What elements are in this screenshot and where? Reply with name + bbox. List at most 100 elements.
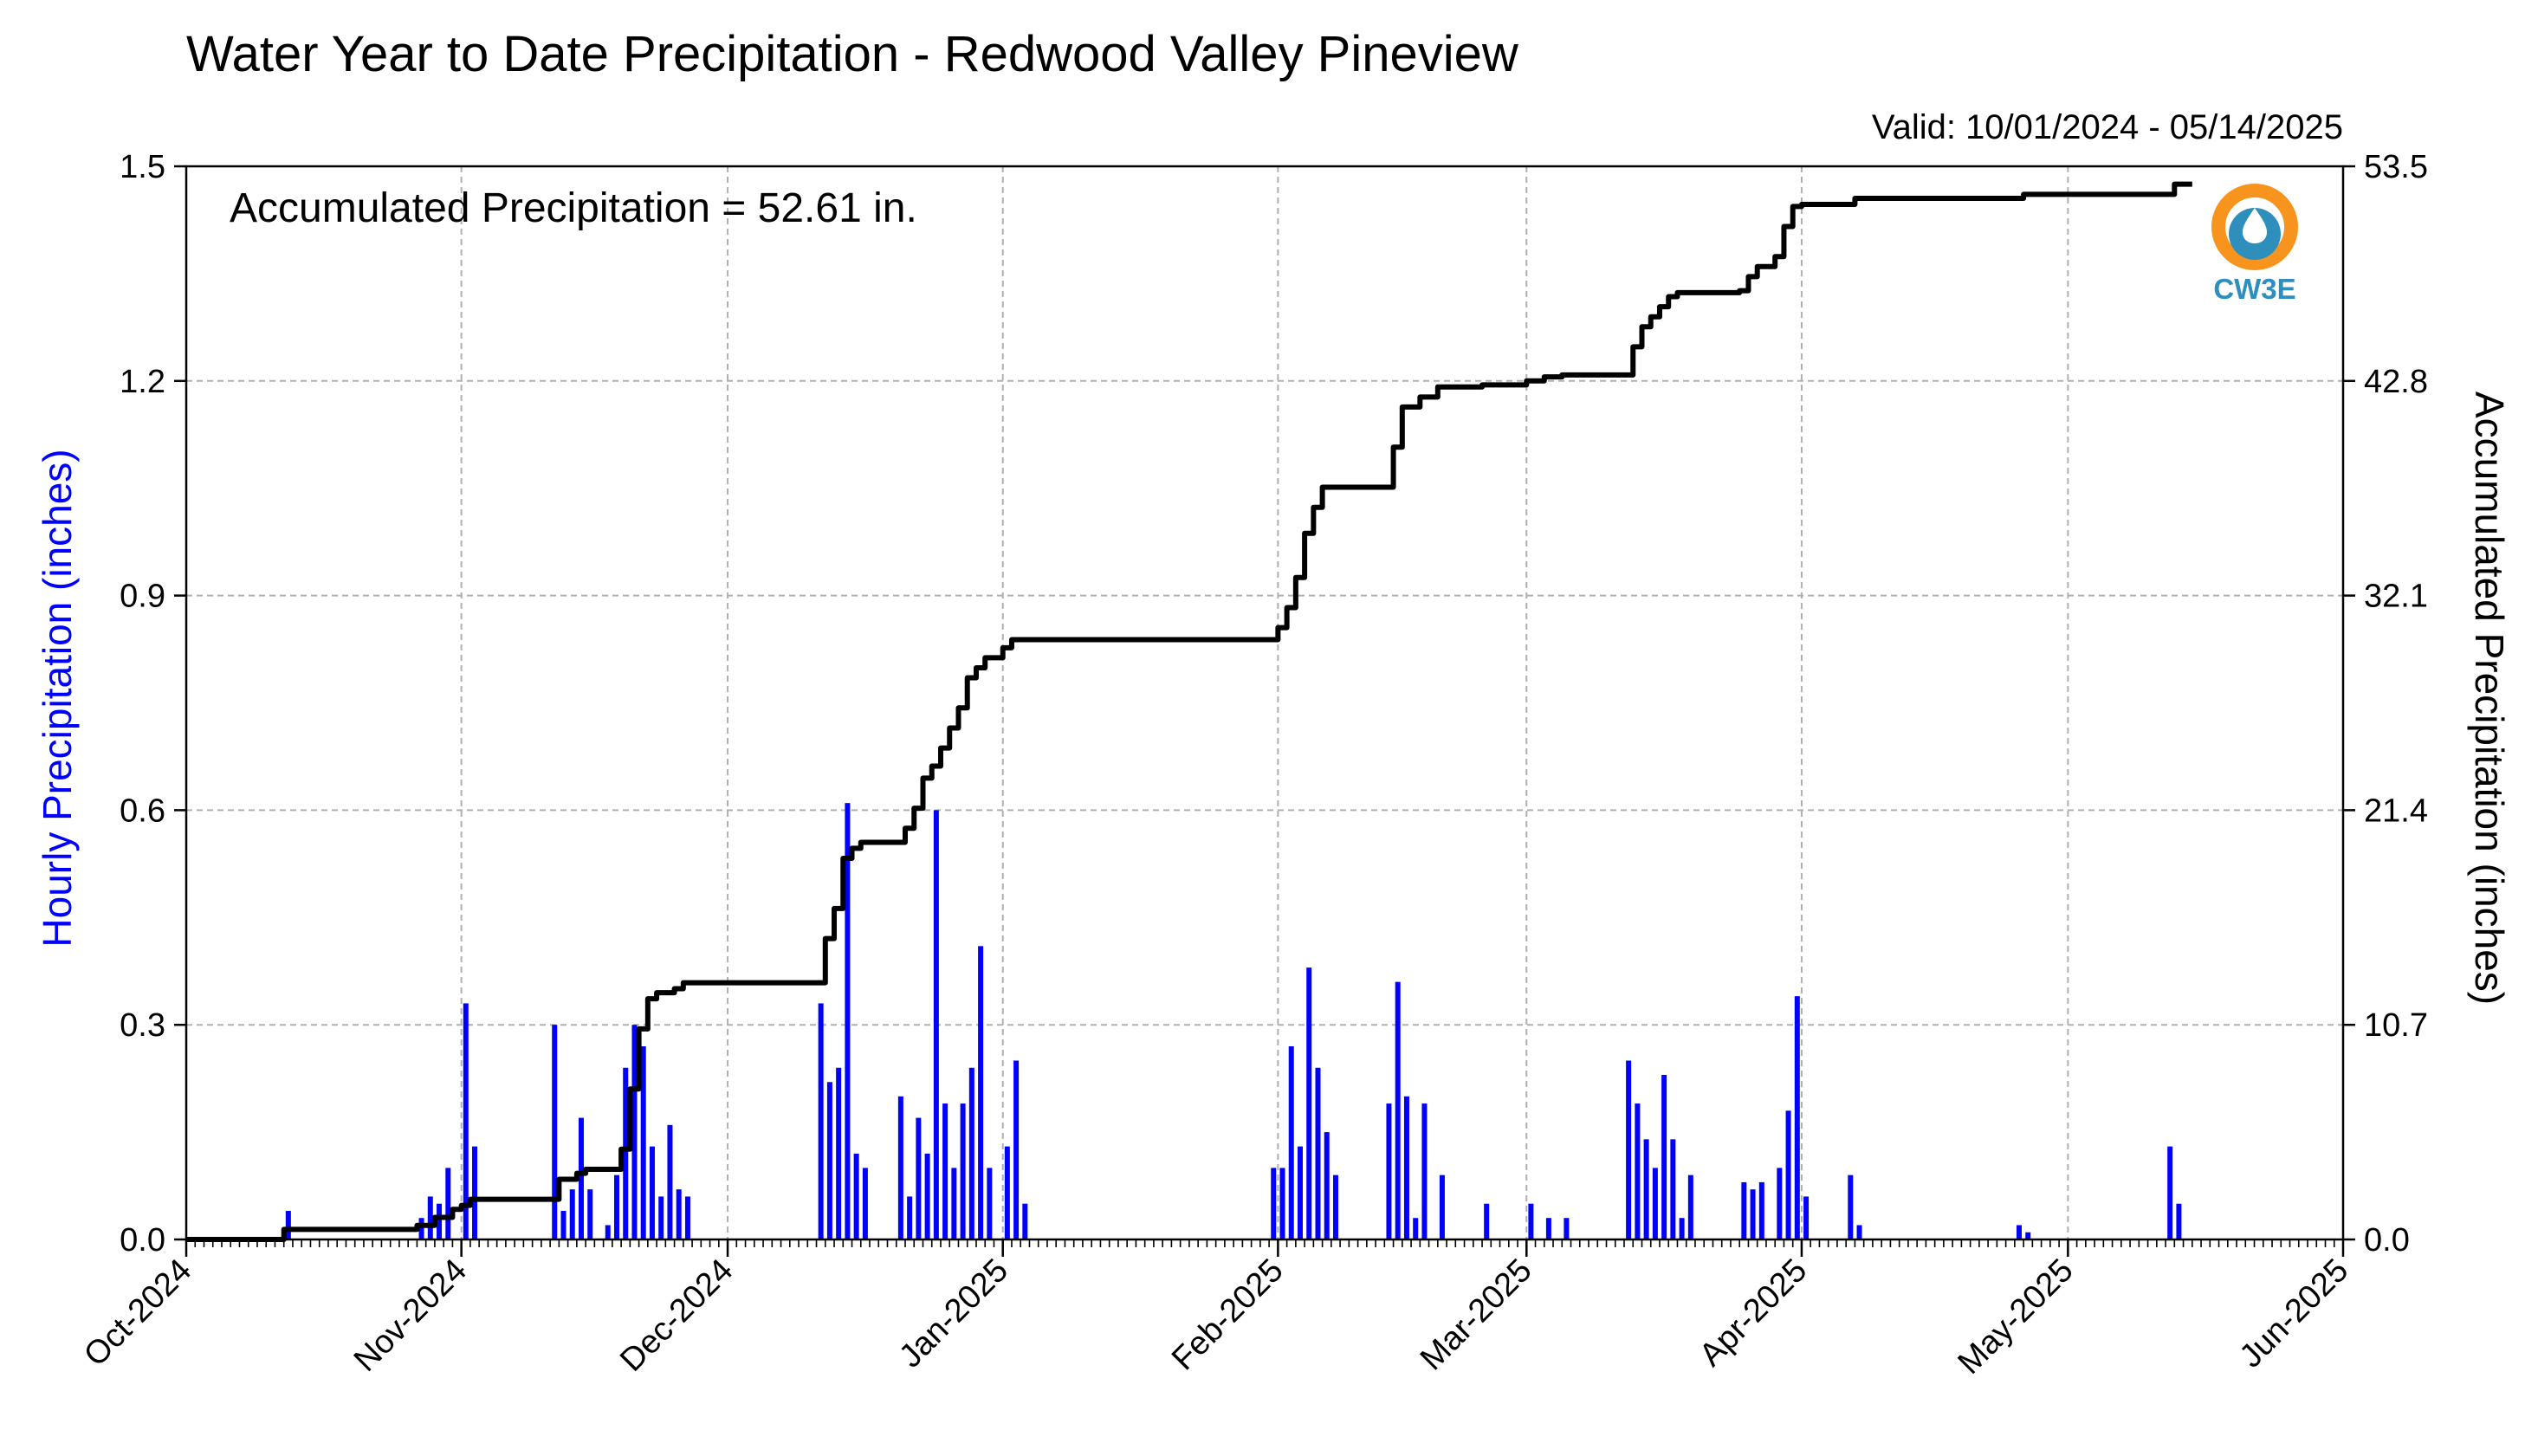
hourly-bar — [1297, 1146, 1303, 1239]
hourly-bar — [853, 1153, 859, 1239]
hourly-bar — [684, 1196, 690, 1239]
x-tick-label: Oct-2024 — [77, 1252, 198, 1374]
y-axis-label-right: Accumulated Precipitation (inches) — [2467, 392, 2512, 1005]
hourly-bar — [836, 1067, 842, 1239]
y-tick-label-right: 53.5 — [2364, 149, 2428, 185]
hourly-bar — [1306, 967, 1312, 1239]
x-tick-label: Apr-2025 — [1693, 1252, 1814, 1374]
hourly-bar — [418, 1218, 424, 1239]
hourly-bar — [1635, 1103, 1641, 1239]
hourly-bar — [933, 810, 939, 1239]
hourly-bar — [1271, 1168, 1277, 1239]
hourly-bar — [623, 1067, 629, 1239]
hourly-bar — [1332, 1175, 1338, 1239]
hourly-bar — [1545, 1218, 1551, 1239]
hourly-bar — [1848, 1175, 1854, 1239]
hourly-bar — [1856, 1225, 1862, 1239]
y-axis-label-left: Hourly Precipitation (inches) — [35, 449, 80, 947]
hourly-bar — [631, 1025, 638, 1239]
hourly-bar — [2176, 1203, 2182, 1239]
accumulated-line — [186, 181, 2192, 1242]
hourly-bar — [1022, 1203, 1028, 1239]
hourly-bar — [445, 1168, 451, 1239]
hourly-bar — [472, 1146, 478, 1239]
hourly-bar — [605, 1225, 611, 1239]
hourly-bar — [897, 1096, 903, 1239]
logo-drop-icon — [2243, 208, 2267, 243]
y-tick-label-right: 42.8 — [2364, 364, 2428, 400]
hourly-bar — [285, 1210, 291, 1239]
hourly-bar — [2025, 1232, 2031, 1239]
hourly-bar — [1564, 1218, 1570, 1239]
hourly-bar — [587, 1189, 593, 1239]
y-tick-label-right: 21.4 — [2364, 793, 2428, 829]
hourly-bar — [1785, 1110, 1791, 1239]
y-tick-label-left: 0.9 — [120, 579, 165, 615]
x-tick-label: Jun-2025 — [2233, 1252, 2356, 1375]
x-tick-label: Feb-2025 — [1165, 1252, 1291, 1378]
hourly-bar — [649, 1146, 655, 1239]
hourly-bar — [569, 1189, 575, 1239]
hourly-bar — [845, 803, 851, 1239]
hourly-bar — [1687, 1175, 1693, 1239]
hourly-bar — [1439, 1175, 1445, 1239]
y-tick-label-right: 0.0 — [2364, 1222, 2410, 1259]
hourly-bar — [987, 1168, 993, 1239]
hourly-bar — [1403, 1096, 1409, 1239]
hourly-bar — [1758, 1181, 1764, 1239]
x-tick-label: Nov-2024 — [347, 1252, 474, 1379]
hourly-precip-bars — [285, 803, 2182, 1239]
y-tick-label-left: 0.0 — [120, 1222, 165, 1259]
cw3e-logo: CW3E — [2211, 184, 2298, 305]
hourly-bar — [552, 1025, 558, 1239]
hourly-bar — [613, 1175, 619, 1239]
plot-frame — [185, 165, 2345, 1241]
accumulated-total-annotation: Accumulated Precipitation = 52.61 in. — [230, 185, 917, 231]
logo-text: CW3E — [2213, 273, 2295, 305]
hourly-bar — [1484, 1203, 1490, 1239]
y-tick-label-left: 1.2 — [120, 364, 165, 400]
hourly-bar — [1741, 1181, 1747, 1239]
chart-title: Water Year to Date Precipitation - Redwo… — [186, 26, 1519, 82]
hourly-bar — [1661, 1075, 1667, 1239]
hourly-bar — [818, 1003, 824, 1239]
hourly-bar — [1395, 981, 1401, 1239]
hourly-bar — [1528, 1203, 1534, 1239]
hourly-bar — [951, 1168, 957, 1239]
y-tick-label-left: 0.6 — [120, 793, 165, 829]
hourly-bar — [1324, 1132, 1330, 1239]
y-tick-label-left: 0.3 — [120, 1007, 165, 1044]
hourly-bar — [968, 1067, 974, 1239]
hourly-bar — [658, 1196, 664, 1239]
hourly-bar — [862, 1168, 868, 1239]
accumulated-precip-line — [186, 181, 2192, 1242]
valid-range: Valid: 10/01/2024 - 05/14/2025 — [1872, 108, 2343, 146]
hourly-bar — [437, 1203, 443, 1239]
hourly-bar — [1679, 1218, 1685, 1239]
hourly-bar — [640, 1045, 646, 1239]
hourly-bar — [1288, 1045, 1294, 1239]
hourly-bar — [1643, 1139, 1649, 1239]
hourly-bar — [2167, 1146, 2173, 1239]
axes: 0.0 0.0 0.3 10.7 0.6 21.4 0.9 32.1 1.2 42.8 1.5 53.… — [77, 149, 2428, 1382]
hourly-bar — [924, 1153, 930, 1239]
hourly-bar — [1794, 996, 1800, 1239]
grid — [186, 166, 2343, 1239]
hourly-bar — [1013, 1060, 1020, 1239]
hourly-bar — [2016, 1225, 2022, 1239]
hourly-bar — [826, 1082, 832, 1239]
y-tick-label-left: 1.5 — [120, 149, 165, 185]
y-tick-label-right: 32.1 — [2364, 579, 2428, 615]
hourly-bar — [1750, 1189, 1756, 1239]
hourly-bar — [1386, 1103, 1392, 1239]
hourly-bar — [1421, 1103, 1428, 1239]
hourly-bar — [463, 1003, 469, 1239]
x-tick-label: Jan-2025 — [892, 1252, 1015, 1375]
x-tick-label: May-2025 — [1952, 1252, 2081, 1382]
hourly-bar — [942, 1103, 948, 1239]
hourly-bar — [960, 1103, 966, 1239]
y-tick-label-right: 10.7 — [2364, 1007, 2428, 1044]
logo-ring-icon — [2211, 184, 2298, 270]
hourly-bar — [578, 1117, 584, 1239]
